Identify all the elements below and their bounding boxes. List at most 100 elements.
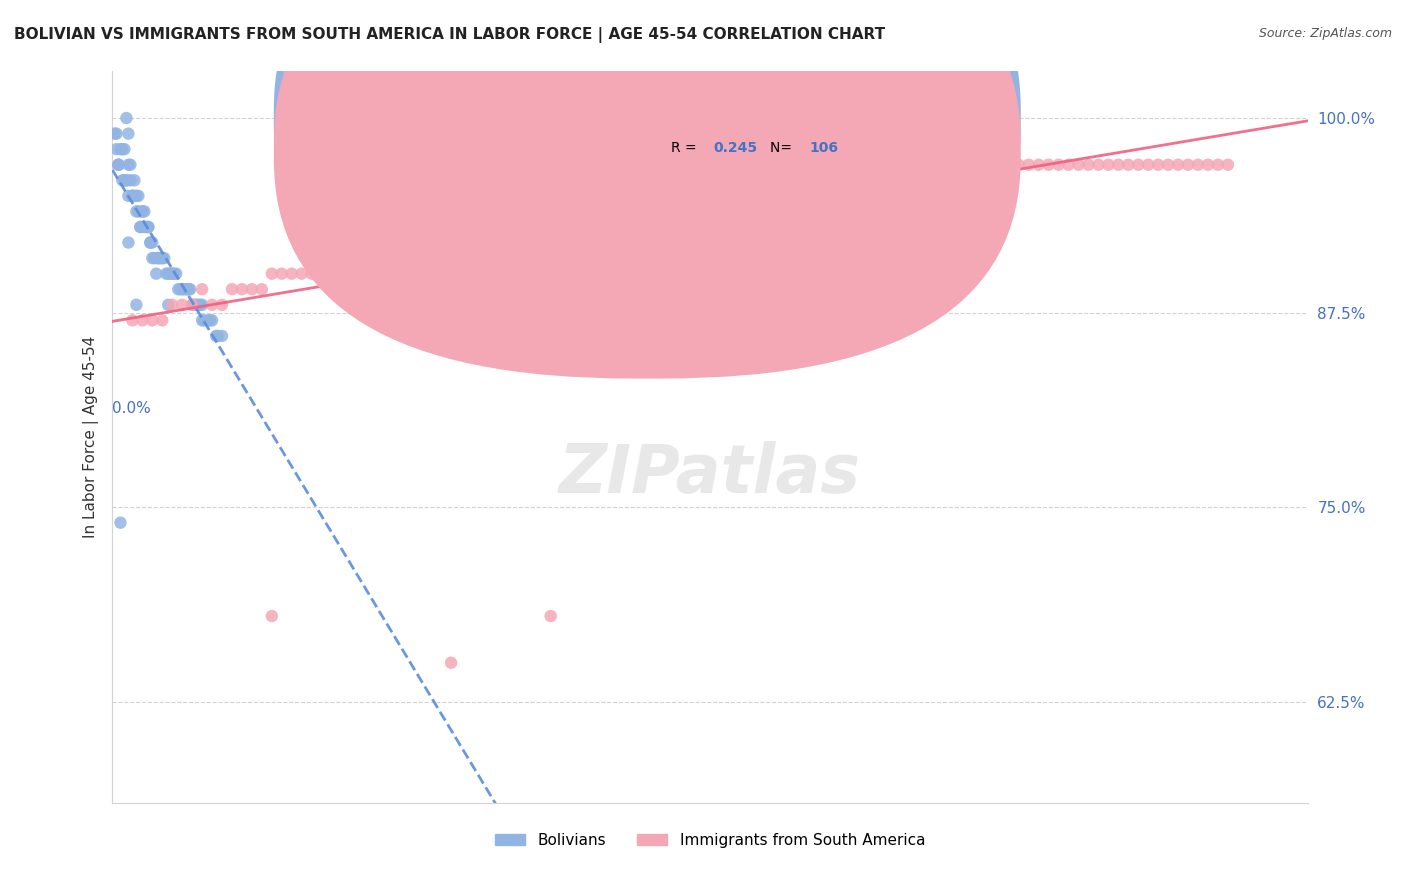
Point xyxy=(908,158,931,172)
Point xyxy=(111,142,134,156)
Point xyxy=(191,313,214,327)
Point xyxy=(440,656,463,670)
Point xyxy=(540,609,562,624)
Point xyxy=(579,204,602,219)
Point xyxy=(129,219,152,234)
Point xyxy=(145,251,167,265)
Point xyxy=(143,251,166,265)
Point xyxy=(191,298,214,312)
Point xyxy=(114,142,135,156)
Point xyxy=(848,173,870,187)
Point xyxy=(738,189,761,203)
Point xyxy=(231,282,253,296)
Point xyxy=(131,204,153,219)
Text: R =: R = xyxy=(671,141,700,155)
Point xyxy=(124,189,146,203)
Point xyxy=(609,204,631,219)
Point xyxy=(550,219,572,234)
Point xyxy=(898,158,921,172)
Point xyxy=(509,219,531,234)
Point xyxy=(450,235,472,250)
Point xyxy=(138,219,160,234)
Legend: Bolivians, Immigrants from South America: Bolivians, Immigrants from South America xyxy=(489,827,931,854)
Point xyxy=(159,267,181,281)
Point xyxy=(207,329,229,343)
Y-axis label: In Labor Force | Age 45-54: In Labor Force | Age 45-54 xyxy=(83,336,98,538)
Point xyxy=(157,267,180,281)
Text: N=: N= xyxy=(770,141,796,155)
Point xyxy=(150,251,173,265)
Point xyxy=(181,298,204,312)
Point xyxy=(163,267,186,281)
Point xyxy=(127,189,149,203)
Point xyxy=(301,267,323,281)
Point xyxy=(1187,158,1209,172)
Point xyxy=(107,158,129,172)
Point xyxy=(193,313,215,327)
Point xyxy=(440,235,463,250)
Point xyxy=(149,251,172,265)
Point xyxy=(879,173,901,187)
Point xyxy=(162,267,183,281)
Point xyxy=(748,189,770,203)
Point xyxy=(260,609,283,624)
Point xyxy=(186,298,208,312)
Point xyxy=(120,158,142,172)
Point xyxy=(153,251,176,265)
Point xyxy=(689,189,711,203)
Point xyxy=(1057,158,1080,172)
Point xyxy=(1147,158,1170,172)
Point xyxy=(818,173,841,187)
Point xyxy=(918,158,941,172)
Point xyxy=(679,189,702,203)
Point xyxy=(530,219,553,234)
Point xyxy=(145,267,167,281)
Point xyxy=(183,298,205,312)
Point xyxy=(430,235,453,250)
Point xyxy=(115,173,138,187)
Point xyxy=(520,219,543,234)
Point xyxy=(138,219,160,234)
Text: 0.0%: 0.0% xyxy=(112,401,152,416)
Point xyxy=(121,313,143,327)
Point xyxy=(169,282,191,296)
Text: 0.245: 0.245 xyxy=(714,141,758,155)
Point xyxy=(281,267,304,281)
Point xyxy=(197,313,219,327)
Point xyxy=(291,267,314,281)
Point xyxy=(114,173,135,187)
Point xyxy=(1028,158,1050,172)
Point xyxy=(779,189,801,203)
Point xyxy=(799,173,821,187)
Point xyxy=(121,189,143,203)
Point xyxy=(135,219,157,234)
Point xyxy=(107,158,129,172)
Point xyxy=(174,282,197,296)
Point xyxy=(470,235,492,250)
Text: R =: R = xyxy=(671,108,700,122)
Point xyxy=(1097,158,1119,172)
Point xyxy=(1008,158,1031,172)
Point xyxy=(129,219,152,234)
Point xyxy=(181,298,204,312)
Point xyxy=(115,173,138,187)
Point xyxy=(1137,158,1160,172)
Point xyxy=(103,127,125,141)
Point xyxy=(125,298,148,312)
Point xyxy=(111,173,134,187)
Point xyxy=(1216,158,1239,172)
Point xyxy=(155,267,177,281)
Point xyxy=(162,267,183,281)
Point xyxy=(177,282,200,296)
Point xyxy=(150,313,173,327)
Point xyxy=(360,251,382,265)
Text: ZIPatlas: ZIPatlas xyxy=(560,441,860,507)
Point xyxy=(957,158,980,172)
Text: N=: N= xyxy=(770,108,796,122)
Point xyxy=(120,173,142,187)
Point xyxy=(127,204,149,219)
Point xyxy=(201,298,224,312)
Text: -0.021: -0.021 xyxy=(714,108,763,122)
Point xyxy=(157,298,180,312)
Point xyxy=(162,298,183,312)
